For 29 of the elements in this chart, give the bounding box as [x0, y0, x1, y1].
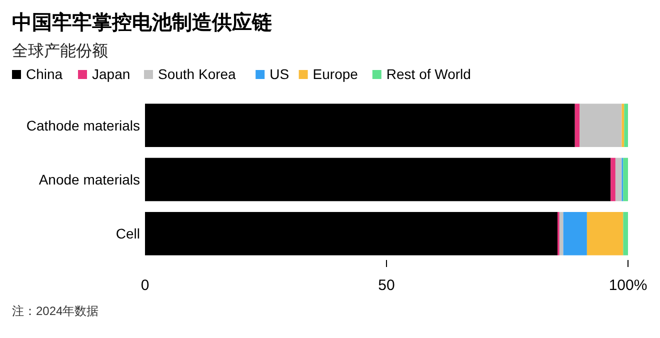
x-tick-label: 100%: [608, 277, 648, 294]
bar: [563, 212, 587, 256]
bar: [615, 158, 622, 202]
bar: [580, 104, 622, 148]
bar: [623, 212, 628, 256]
chart-title: 中国牢牢掌控电池制造供应链: [12, 11, 273, 34]
bar: [610, 158, 616, 202]
y-tick-label: Anode materials: [38, 171, 140, 188]
legend-label: Rest of World: [386, 66, 471, 82]
legend-label: South Korea: [158, 66, 236, 82]
bar: [586, 212, 624, 256]
bar: [145, 158, 611, 202]
bar: [624, 104, 628, 148]
x-tick-label: 50: [378, 277, 395, 294]
bar: [622, 104, 624, 148]
bar: [559, 212, 564, 256]
bar: [145, 104, 575, 148]
bar: [623, 158, 628, 202]
legend-label: Japan: [92, 66, 130, 82]
y-tick-label: Cathode materials: [26, 117, 140, 134]
legend-label: Europe: [312, 66, 358, 82]
legend-label: China: [26, 66, 63, 82]
bar: [145, 212, 558, 256]
bar: [574, 104, 580, 148]
chart-subtitle: 全球产能份额: [12, 42, 108, 60]
text: 注：2024年数据: [12, 304, 99, 318]
x-tick-label: 0: [140, 277, 150, 294]
legend-label: US: [270, 66, 290, 82]
y-tick-label: Cell: [116, 226, 140, 242]
